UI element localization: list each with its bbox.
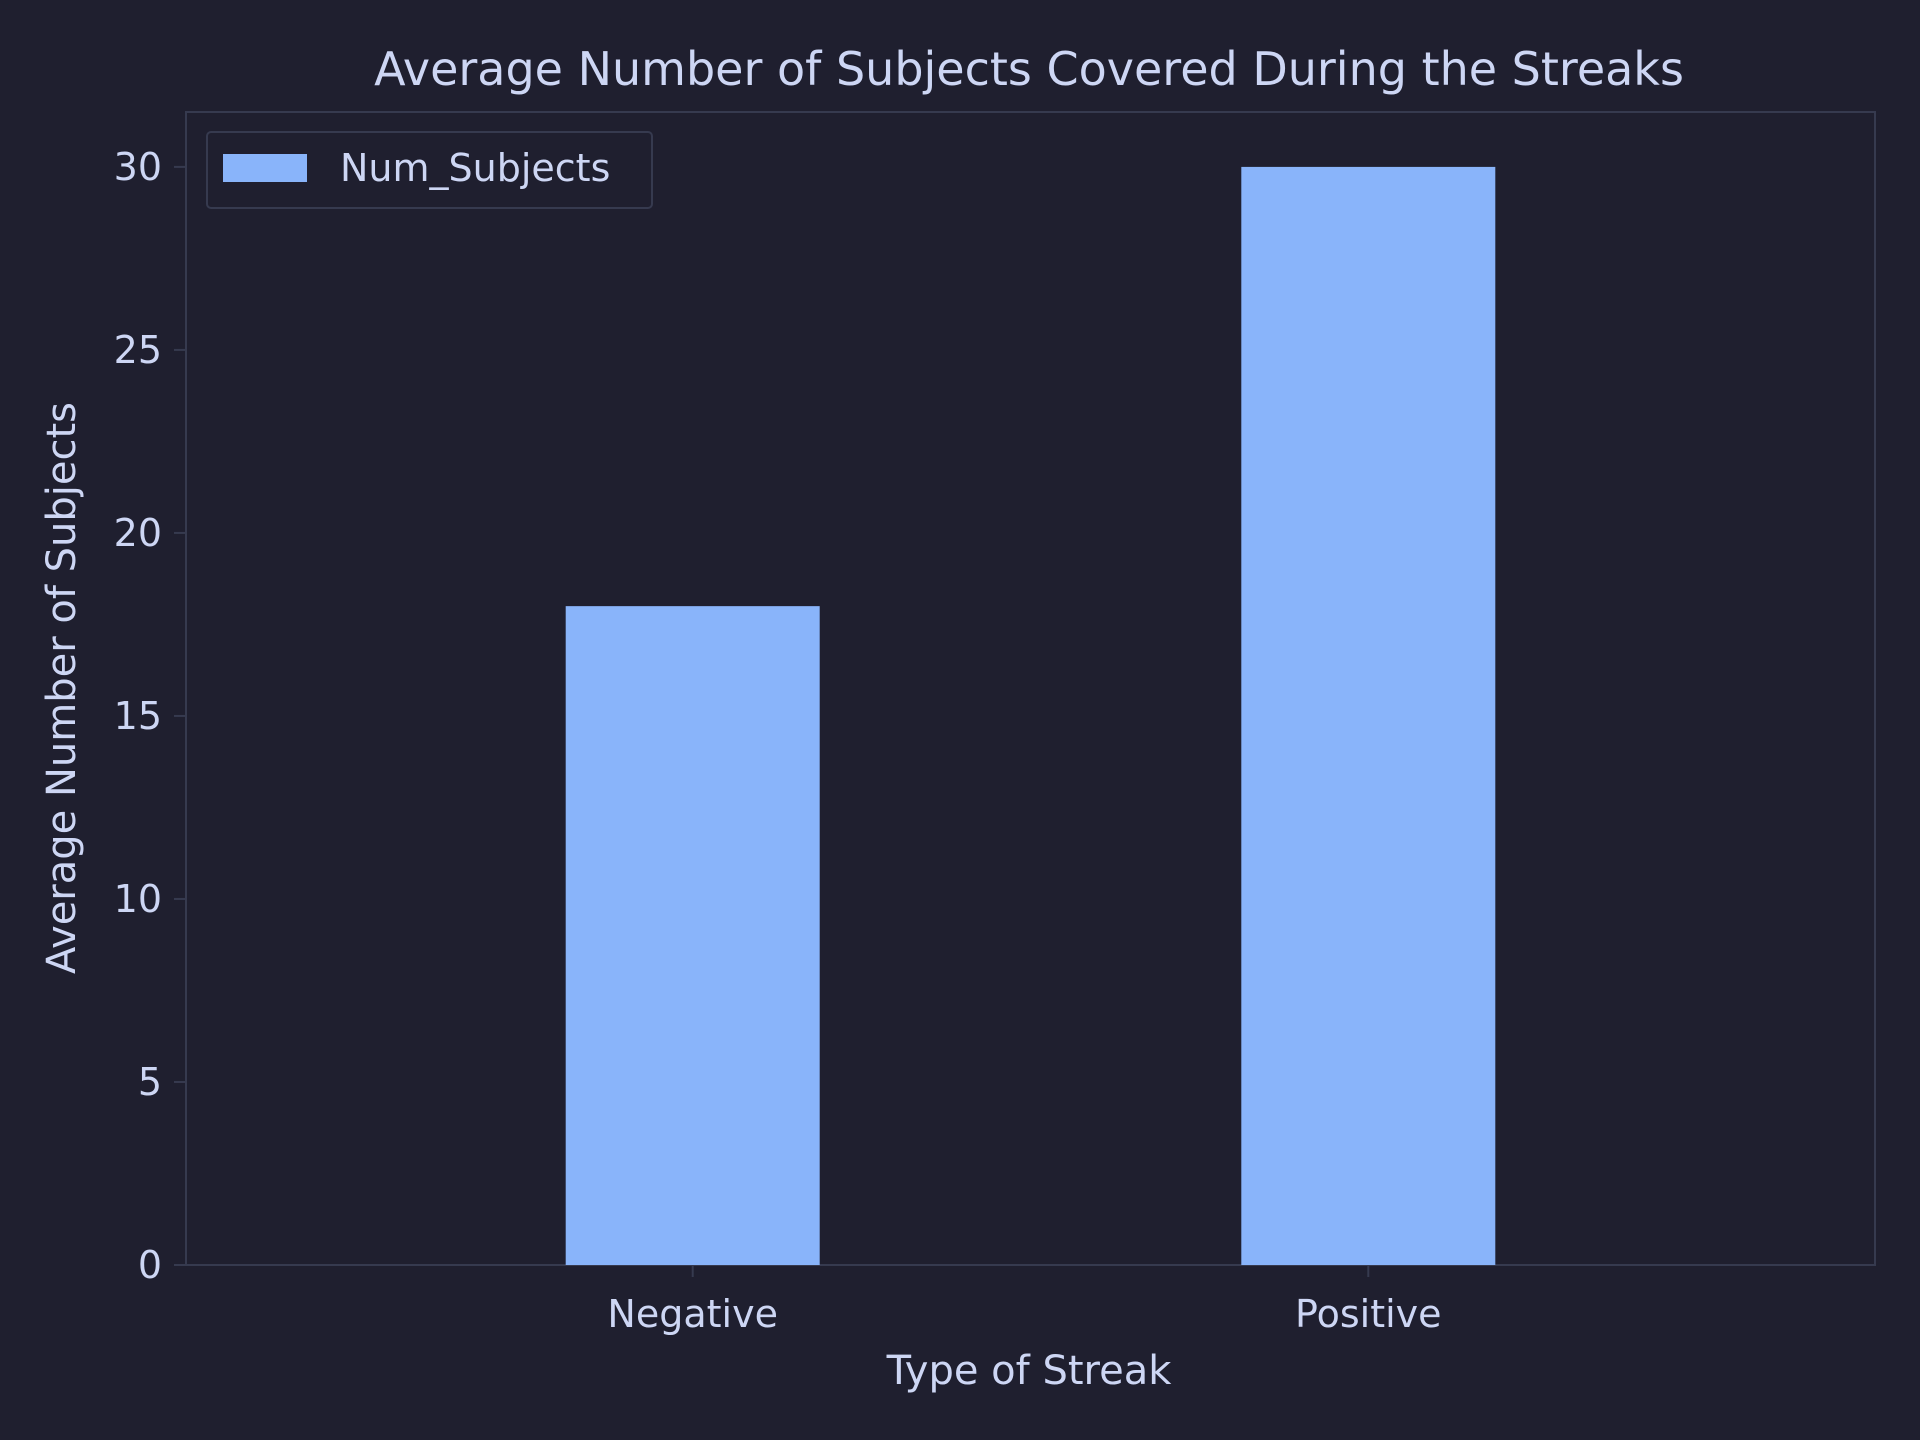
y-tick-label: 0 [138, 1243, 162, 1287]
legend-box [206, 131, 653, 209]
y-tick-label: 30 [114, 145, 162, 189]
legend-label: Num_Subjects [340, 146, 610, 190]
x-axis: Negative Positive [607, 1265, 1442, 1336]
x-tick-label: Positive [1295, 1292, 1442, 1336]
bar-negative [565, 606, 820, 1265]
y-axis-label: Average Number of Subjects [39, 402, 85, 974]
legend-swatch [223, 154, 307, 182]
chart-title: Average Number of Subjects Covered Durin… [374, 42, 1684, 96]
plot-frame [185, 111, 1876, 1266]
y-tick-label: 10 [114, 877, 162, 921]
legend: Num_Subjects [206, 131, 653, 209]
y-tick-label: 15 [114, 694, 162, 738]
y-tick-label: 5 [138, 1060, 162, 1104]
x-axis-label: Type of Streak [886, 1348, 1173, 1394]
x-tick-label: Negative [607, 1292, 778, 1336]
bars-group [565, 166, 1496, 1265]
y-tick-label: 25 [114, 328, 162, 372]
y-tick-label: 20 [114, 511, 162, 555]
bar-positive [1241, 166, 1496, 1265]
y-axis: 0 5 10 15 20 25 30 [114, 145, 186, 1287]
